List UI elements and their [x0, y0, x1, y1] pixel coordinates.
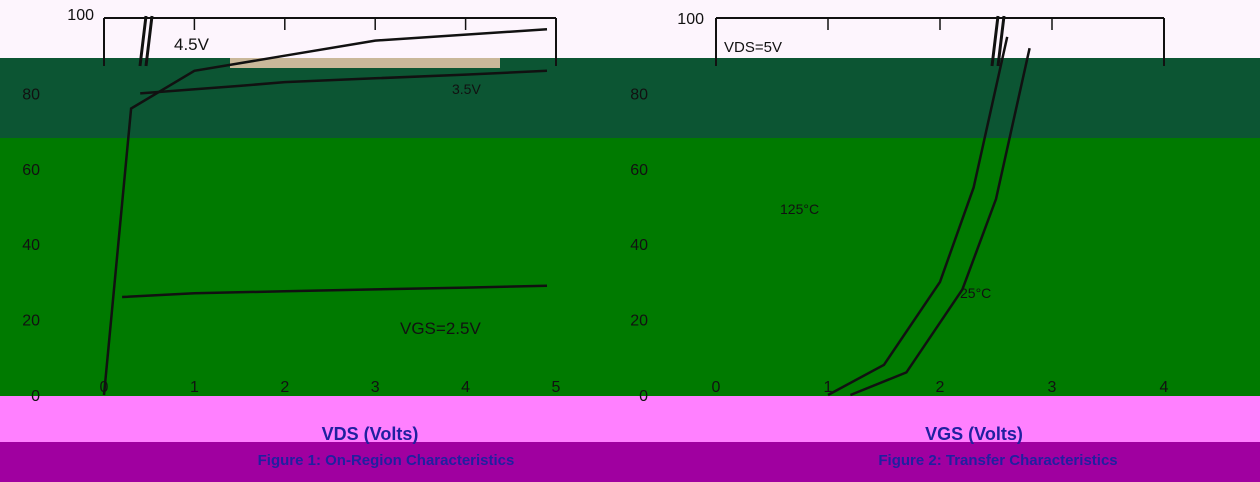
- chart-2-xlabel-text: VGS (Volts): [925, 424, 1023, 444]
- chart-1-xlabel-text: VDS (Volts): [321, 424, 419, 444]
- chart-1-x-tick-label-1: 1: [190, 379, 199, 396]
- chart-2-y-tick-top: 100: [677, 11, 704, 28]
- chart-2-y-tick-label-3: 40: [630, 237, 648, 254]
- chart-1-x-tick-label-0: 0: [100, 379, 109, 396]
- chart-1-series-0-line: [102, 28, 548, 396]
- chart-1-series-label-4-5v: 4.5V: [174, 35, 210, 54]
- chart-2-vds-annotation: VDS=5V: [724, 39, 782, 56]
- chart-1: 100 4.5V 3.5V VGS=2.5V 0 1 2 3 4 5 80 60 40 20 0: [22, 7, 560, 405]
- chart-1-series-label-vgs: VGS=2.5V: [400, 319, 481, 338]
- chart-2-25c-annotation: 25°C: [960, 285, 991, 301]
- chart-2-x-tick-label-2: 2: [936, 379, 945, 396]
- chart-2: 100 VDS=5V 125°C 25°C 0 1 2 3 4 80 60 40 20 0: [630, 11, 1168, 405]
- chart-1-y-tick-label-2: 60: [22, 162, 40, 179]
- chart-1-y-tick-label-1: 80: [22, 86, 40, 103]
- pink-band: [0, 396, 1260, 442]
- top-band: [0, 0, 1260, 58]
- chart-2-x-tick-label-3: 3: [1048, 379, 1057, 396]
- chart-2-caption-text: Figure 2: Transfer Characteristics: [878, 452, 1118, 469]
- chart-1-x-tick-label-4: 4: [461, 379, 470, 396]
- chart-1-faded-fill: [230, 58, 500, 68]
- chart-2-axis-break: [990, 15, 1006, 67]
- chart-2-series-0-line: [827, 36, 1009, 397]
- chart-1-y-tick-label-4: 20: [22, 313, 40, 330]
- chart-1-x-tick-label-2: 2: [280, 379, 289, 396]
- green-band: [0, 138, 1260, 396]
- chart-2-y-tick-label-4: 20: [630, 313, 648, 330]
- chart-1-x-tick-label-5: 5: [552, 379, 561, 396]
- chart-2-y-tick-label-5: 0: [639, 388, 648, 405]
- chart-2-y-tick-label-1: 80: [630, 86, 648, 103]
- chart-2-y-tick-label-2: 60: [630, 162, 648, 179]
- chart-2-x-tick-label-4: 4: [1160, 379, 1169, 396]
- chart-1-x-tick-label-3: 3: [371, 379, 380, 396]
- chart-1-y-tick-top: 100: [67, 7, 94, 24]
- chart-2-series-1-line: [849, 47, 1031, 397]
- chart-1-y-tick-label-5: 0: [31, 388, 40, 405]
- chart-2-x-tick-label-0: 0: [712, 379, 721, 396]
- chart-1-axis-break: [138, 15, 154, 67]
- chart-1-series-2-line: [122, 284, 548, 299]
- chart-2-x-tick-label-1: 1: [824, 379, 833, 396]
- chart-2-125c-annotation: 125°C: [780, 201, 819, 217]
- chart-1-series-1-line: [140, 69, 548, 95]
- chart-1-y-tick-label-3: 40: [22, 237, 40, 254]
- chart-1-caption-text: Figure 1: On-Region Characteristics: [257, 452, 515, 469]
- dark-green-band: [0, 58, 1260, 138]
- purple-band: [0, 442, 1260, 482]
- chart-1-series-label-3-5v: 3.5V: [452, 81, 481, 97]
